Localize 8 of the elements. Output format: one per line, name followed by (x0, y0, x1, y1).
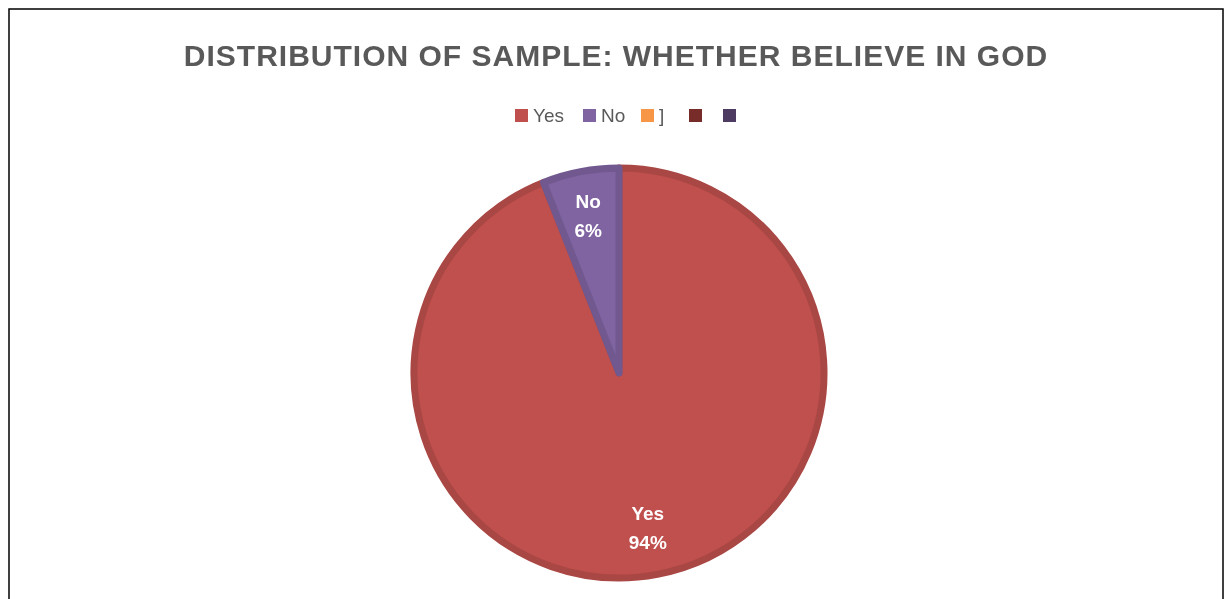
data-label: 94% (628, 532, 667, 554)
legend-label: ] (659, 105, 665, 126)
data-label: 6% (574, 219, 603, 241)
slice-label: Yes (631, 503, 665, 525)
chart-title: DISTRIBUTION OF SAMPLE: WHETHER BELIEVE IN GOD (183, 39, 1049, 72)
slice-label: No (575, 190, 601, 212)
legend-label: No (601, 105, 626, 126)
legend-label: Yes (533, 105, 564, 126)
